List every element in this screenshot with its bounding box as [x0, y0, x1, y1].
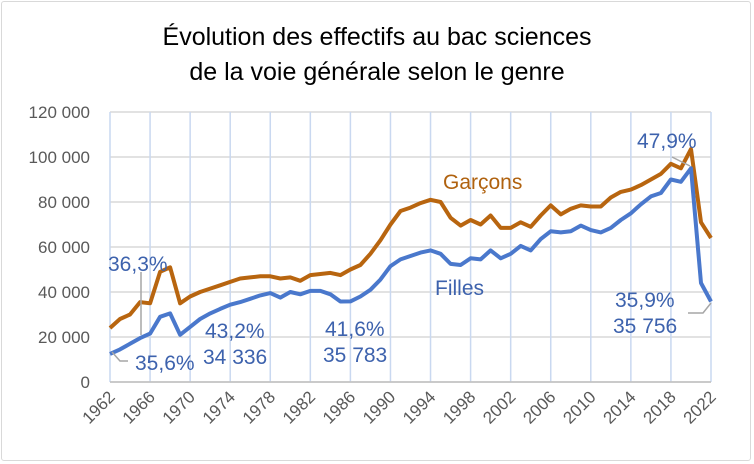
x-tick-label: 1982: [279, 387, 319, 427]
y-tick-label: 0: [81, 373, 90, 392]
annotation-pct-1965: 35,6%: [135, 352, 195, 375]
series-line-garcons: [108, 147, 713, 330]
x-tick-label: 1974: [199, 387, 239, 427]
x-tick-label: 1962: [79, 387, 119, 427]
x-tick-label: 1990: [359, 387, 399, 427]
annotation-pct-2022: 35,9%: [615, 289, 675, 312]
y-tick-label: 100 000: [29, 148, 90, 167]
y-tick-label: 120 000: [29, 103, 90, 122]
series-line-filles: [109, 166, 713, 356]
y-tick-label: 80 000: [38, 193, 90, 212]
annotation-pct-1962: 36,3%: [108, 253, 168, 276]
x-tick-label: 1986: [319, 387, 359, 427]
annotation-val-1974: 34 336: [203, 346, 267, 369]
x-tick-label: 2010: [559, 387, 599, 427]
chart-title-line2: de la voie générale selon le genre: [189, 58, 564, 86]
series-label-filles: Filles: [435, 277, 484, 300]
y-tick-label: 60 000: [38, 238, 90, 257]
x-tick-label: 1970: [159, 387, 199, 427]
y-tick-label: 20 000: [38, 328, 90, 347]
x-tick-label: 1994: [399, 387, 439, 427]
leader-line: [688, 302, 712, 314]
annotation-val-1985: 35 783: [323, 344, 387, 367]
y-tick-label: 40 000: [38, 283, 90, 302]
x-tick-label: 2022: [680, 387, 720, 427]
x-tick-label: 2018: [640, 387, 680, 427]
x-tick-label: 2006: [519, 387, 559, 427]
annotation-pct-1985: 41,6%: [325, 318, 385, 341]
x-tick-label: 1998: [439, 387, 479, 427]
x-tick-label: 1966: [119, 387, 159, 427]
x-tick-label: 2014: [600, 387, 640, 427]
series-label-garcons: Garçons: [443, 171, 522, 194]
annotation-val-2022: 35 756: [613, 315, 677, 338]
leader-line: [671, 156, 691, 167]
x-tick-label: 1978: [239, 387, 279, 427]
x-tick-label: 2002: [479, 387, 519, 427]
annotation-pct-2020: 47,9%: [637, 130, 697, 153]
annotation-pct-1974: 43,2%: [205, 320, 265, 343]
leader-line: [111, 351, 128, 362]
chart-title-line1: Évolution des effectifs au bac sciences: [163, 22, 592, 51]
